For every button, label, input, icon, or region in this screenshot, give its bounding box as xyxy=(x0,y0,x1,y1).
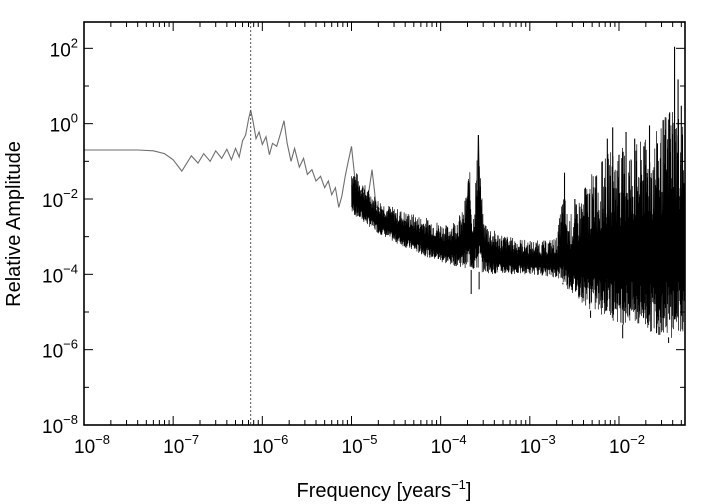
plot-area xyxy=(84,46,685,344)
y-tick-label-base: 10 xyxy=(50,116,71,137)
y-tick-label-exponent: 0 xyxy=(71,111,78,126)
x-tick-label-base: 10 xyxy=(431,437,452,458)
x-tick-label: 10−2 xyxy=(609,432,645,458)
x-axis-title-main: Frequency [years xyxy=(297,480,452,502)
y-tick-label-exponent: −8 xyxy=(63,412,78,427)
x-axis-title: Frequency [years−1] xyxy=(297,477,472,502)
x-tick-label: 10−6 xyxy=(252,432,288,458)
y-tick-label-exponent: −6 xyxy=(63,337,78,352)
x-tick-label-exponent: −7 xyxy=(184,432,199,447)
x-tick-label-exponent: −6 xyxy=(273,432,288,447)
y-tick-label-exponent: 2 xyxy=(71,35,78,50)
x-tick-label-exponent: −2 xyxy=(630,432,645,447)
series-high-frequency-line xyxy=(351,112,685,338)
x-tick-label: 10−8 xyxy=(74,432,110,458)
x-tick-label-exponent: −3 xyxy=(541,432,556,447)
y-tick-label: 10−2 xyxy=(42,186,78,212)
x-tick-label-base: 10 xyxy=(342,437,363,458)
y-tick-label-exponent: −2 xyxy=(63,186,78,201)
plot-frame xyxy=(83,21,686,426)
y-axis-title: Relative Amplitude xyxy=(3,141,25,307)
y-tick-label: 100 xyxy=(50,111,78,137)
x-axis-title-sup: −1 xyxy=(451,477,466,492)
y-tick-label: 10−6 xyxy=(42,337,78,363)
axis-ticks xyxy=(83,22,685,426)
y-tick-label-base: 10 xyxy=(42,191,63,212)
x-tick-label: 10−4 xyxy=(431,432,467,458)
x-tick-label-base: 10 xyxy=(520,437,541,458)
x-tick-label: 10−3 xyxy=(520,432,556,458)
y-tick-label-base: 10 xyxy=(42,266,63,287)
y-tick-label-base: 10 xyxy=(50,40,71,61)
x-tick-label: 10−5 xyxy=(342,432,378,458)
x-tick-label-exponent: −4 xyxy=(452,432,467,447)
y-tick-label-base: 10 xyxy=(42,342,63,363)
x-tick-label-base: 10 xyxy=(163,437,184,458)
x-tick-label-base: 10 xyxy=(74,437,95,458)
x-tick-label-base: 10 xyxy=(252,437,273,458)
y-tick-label: 102 xyxy=(50,35,78,61)
x-tick-label-exponent: −5 xyxy=(363,432,378,447)
x-tick-label: 10−7 xyxy=(163,432,199,458)
y-tick-label: 10−4 xyxy=(42,261,78,287)
x-axis-title-close: ] xyxy=(466,480,472,502)
x-tick-label-exponent: −8 xyxy=(95,432,110,447)
y-tick-label: 10−8 xyxy=(42,412,78,438)
y-tick-label-exponent: −4 xyxy=(63,261,78,276)
tick-labels: 10−8 10−7 10−6 10−5 10−4 10−3 10−210−810−610−4… xyxy=(42,35,645,458)
x-tick-label-base: 10 xyxy=(609,437,630,458)
y-tick-label-base: 10 xyxy=(42,417,63,438)
series-low-frequency-line xyxy=(84,109,566,259)
